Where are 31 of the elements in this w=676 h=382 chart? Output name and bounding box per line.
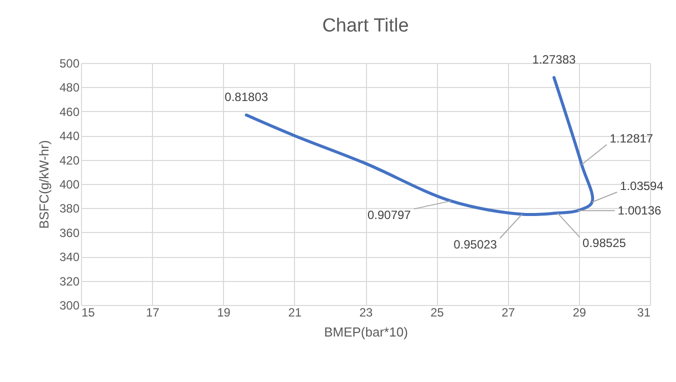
- y-tick-label: 340: [59, 250, 80, 264]
- annotation: 0.81803: [224, 90, 268, 104]
- annotation: 1.12817: [610, 132, 654, 146]
- y-tick-label: 480: [59, 80, 80, 95]
- annotation: 0.90797: [367, 208, 412, 222]
- x-tick-label: 23: [359, 306, 373, 320]
- x-axis-title: BMEP(bar*10): [324, 324, 408, 340]
- x-tick-label: 15: [82, 306, 96, 320]
- y-axis-title: BSFC(g/kW-hr): [36, 140, 52, 229]
- y-tick-label: 320: [59, 274, 80, 288]
- y-tick-label: 380: [59, 202, 80, 216]
- x-tick-label: 19: [217, 306, 231, 320]
- x-tick-label: 21: [288, 306, 302, 320]
- annotation: 1.27383: [532, 52, 576, 67]
- annotation: 0.98525: [582, 236, 626, 250]
- chart-title: Chart Title: [322, 16, 409, 37]
- y-tick-label: 500: [59, 56, 80, 70]
- y-tick-label: 440: [59, 129, 80, 144]
- annotation: 0.95023: [454, 237, 498, 252]
- y-tick-label: 300: [59, 298, 80, 312]
- y-tick-label: 400: [59, 178, 80, 192]
- x-tick-label: 29: [572, 306, 586, 320]
- y-tick-label: 360: [59, 226, 80, 240]
- x-tick-label: 17: [146, 306, 160, 320]
- y-tick-label: 460: [59, 104, 80, 119]
- x-tick-label: 27: [502, 306, 516, 320]
- x-tick-label: 25: [430, 306, 444, 320]
- annotation: 1.00136: [618, 204, 662, 218]
- y-tick-label: 420: [59, 153, 80, 168]
- x-tick-label: 31: [637, 306, 651, 320]
- annotation: 1.03594: [620, 179, 664, 194]
